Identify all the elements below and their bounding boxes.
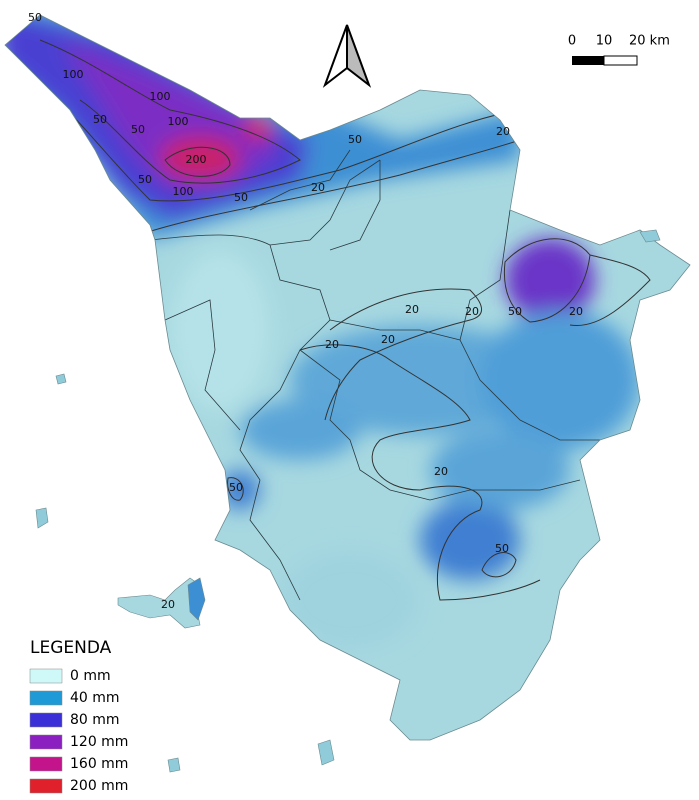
contour-label: 20 bbox=[569, 305, 583, 318]
contour-label: 20 bbox=[405, 303, 419, 316]
contour-label: 200 bbox=[186, 153, 207, 166]
scale-label: 20 km bbox=[629, 34, 670, 49]
contour-label: 20 bbox=[434, 465, 448, 478]
north-arrow bbox=[322, 24, 372, 88]
scale-label: 0 bbox=[568, 34, 576, 49]
contour-label: 20 bbox=[381, 333, 395, 346]
contour-label: 20 bbox=[311, 181, 325, 194]
contour-label: 100 bbox=[173, 185, 194, 198]
contour-label: 20 bbox=[161, 598, 175, 611]
contour-label: 20 bbox=[325, 338, 339, 351]
legend-swatch bbox=[29, 712, 63, 728]
islands bbox=[35, 229, 661, 773]
scale-label: 10 bbox=[596, 34, 613, 49]
contour-label: 50 bbox=[28, 11, 42, 24]
legend-swatch bbox=[29, 690, 63, 706]
contour-label: 50 bbox=[495, 542, 509, 555]
legend-swatch bbox=[29, 778, 63, 794]
contour-label: 50 bbox=[508, 305, 522, 318]
contour-label: 50 bbox=[234, 191, 248, 204]
legend-swatch bbox=[29, 734, 63, 750]
contour-label: 20 bbox=[465, 305, 479, 318]
legend-swatch bbox=[29, 668, 63, 684]
legend-swatch bbox=[29, 756, 63, 772]
contour-label: 50 bbox=[131, 123, 145, 136]
legend-label: 40 mm bbox=[70, 690, 120, 706]
legend-label: 160 mm bbox=[70, 756, 128, 772]
contour-label: 20 bbox=[496, 125, 510, 138]
contour-label: 100 bbox=[168, 115, 189, 128]
contour-label: 100 bbox=[150, 90, 171, 103]
scale-bar: 0 10 20 km bbox=[568, 34, 670, 66]
contour-label: 50 bbox=[138, 173, 152, 186]
contour-label: 100 bbox=[63, 68, 84, 81]
legend: LEGENDA 0 mm 40 mm 80 mm 120 mm 160 mm 200 mm bbox=[29, 638, 128, 794]
legend-title: LEGENDA bbox=[30, 638, 112, 658]
contour-label: 50 bbox=[229, 481, 243, 494]
legend-label: 80 mm bbox=[70, 712, 120, 728]
legend-label: 120 mm bbox=[70, 734, 128, 750]
contour-label: 50 bbox=[348, 133, 362, 146]
contour-label: 50 bbox=[93, 113, 107, 126]
legend-label: 0 mm bbox=[70, 668, 111, 684]
legend-label: 200 mm bbox=[70, 778, 128, 794]
